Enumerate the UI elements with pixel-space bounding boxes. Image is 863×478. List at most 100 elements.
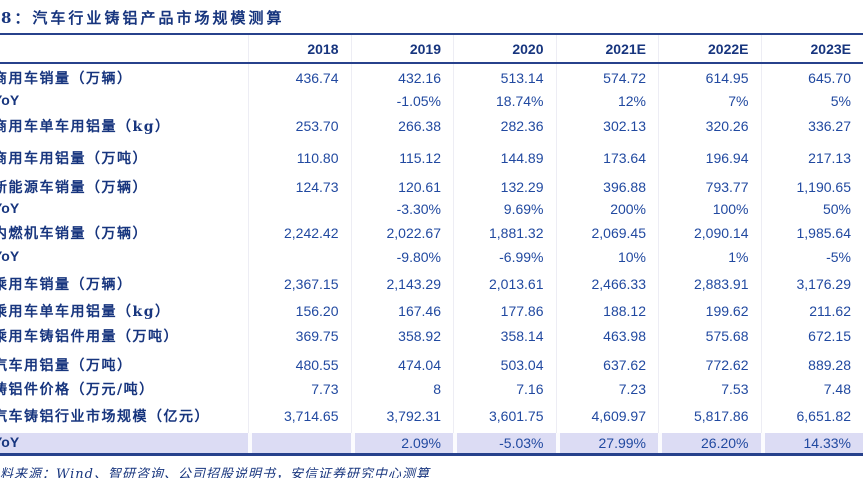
row-label-cell: YoY xyxy=(0,248,248,266)
cell-value: 2,013.61 xyxy=(453,267,556,301)
cell-value xyxy=(248,247,351,267)
year-column-header: 2023E xyxy=(760,35,863,62)
table-row: YoY -3.30%9.69%200%100%50% xyxy=(0,199,863,219)
report-table-page: 8：汽车行业铸铝产品市场规模测算 2018 2019 2020 2021E 2022E 2… xyxy=(0,7,863,478)
cell-value: -5.03% xyxy=(453,433,556,453)
cell-value: 144.89 xyxy=(453,141,556,175)
cell-value: 3,792.31 xyxy=(350,399,454,433)
row-label: 汽车铸铝行业市场规模（亿元） xyxy=(0,409,210,425)
cell-value: 672.15 xyxy=(760,321,863,351)
cell-value: 217.13 xyxy=(760,141,863,175)
cell-value: 645.70 xyxy=(760,64,863,91)
cell-value: 167.46 xyxy=(350,301,454,321)
table-row: YoY 2.09%-5.03%27.99%26.20%14.33% xyxy=(0,433,863,453)
cell-value: 513.14 xyxy=(453,64,556,91)
cell-value: 266.38 xyxy=(350,111,454,141)
cell-value: 14.33% xyxy=(760,433,863,453)
cell-value: 7.73 xyxy=(248,379,351,399)
table-row: 商用车用铝量（万吨） 110.80 115.12 144.89 173.64 196.94… xyxy=(0,141,863,175)
row-label: 商用车销量（万辆） xyxy=(0,70,133,87)
row-label-cell: 新能源车销量（万辆） xyxy=(0,177,248,197)
cell-value: 574.72 xyxy=(555,64,659,91)
row-label: YoY xyxy=(0,248,20,264)
cell-value: 2,367.15 xyxy=(248,267,351,301)
cell-value: 156.20 xyxy=(248,301,351,321)
cell-value: 358.14 xyxy=(453,321,556,351)
cell-value: 50% xyxy=(760,199,863,219)
year-column-header: 2022E xyxy=(658,35,761,62)
cell-value: 474.04 xyxy=(350,351,454,379)
cell-value: 3,601.75 xyxy=(453,399,556,433)
cell-value: 2,143.29 xyxy=(350,267,454,301)
row-label-cell: 内燃机车销量（万辆） xyxy=(0,223,248,243)
table-row: 内燃机车销量（万辆） 2,242.42 2,022.67 1,881.32 2,069.… xyxy=(0,219,863,247)
cell-value: 3,176.29 xyxy=(760,267,863,301)
cell-value: 2,242.42 xyxy=(248,219,351,247)
source-note: 料来源：Wind、智研咨询、公司招股说明书，安信证券研究中心测算 xyxy=(0,467,430,478)
header-label-spacer xyxy=(0,35,248,62)
cell-value: -6.99% xyxy=(453,247,556,267)
cell-value xyxy=(248,433,351,453)
row-label: 新能源车销量（万辆） xyxy=(0,180,148,196)
cell-value: 503.04 xyxy=(453,351,556,379)
cell-value: 7.48 xyxy=(760,379,863,399)
cell-value: -9.80% xyxy=(350,247,454,267)
row-label-cell: 商用车单车用铝量（kg） xyxy=(0,116,248,136)
cell-value xyxy=(248,91,351,111)
row-label-cell: YoY xyxy=(0,92,248,110)
row-label: 铸铝件价格（万元/吨） xyxy=(0,382,155,398)
row-label-cell: 商用车销量（万辆） xyxy=(0,68,248,88)
cell-value: 253.70 xyxy=(248,111,351,141)
year-column-header: 2020 xyxy=(453,35,556,62)
cell-value: 2,022.67 xyxy=(350,219,454,247)
table-row: YoY -9.80%-6.99%10%1%-5% xyxy=(0,247,863,267)
cell-value: 436.74 xyxy=(248,64,351,91)
cell-value: 7.23 xyxy=(555,379,659,399)
cell-value: 200% xyxy=(555,199,659,219)
cell-value: 1,190.65 xyxy=(760,175,863,199)
cell-value: 320.26 xyxy=(658,111,761,141)
cell-value: 18.74% xyxy=(453,91,556,111)
cell-value: 7.53 xyxy=(658,379,761,399)
cell-value: 124.73 xyxy=(248,175,351,199)
cell-value: 26.20% xyxy=(658,433,761,453)
cell-value: 1,985.64 xyxy=(760,219,863,247)
cell-value: 2,069.45 xyxy=(555,219,659,247)
cell-value: 463.98 xyxy=(555,321,659,351)
cell-value: 432.16 xyxy=(350,64,454,91)
cell-value: 110.80 xyxy=(248,141,351,175)
cell-value: 282.36 xyxy=(453,111,556,141)
table-row: 新能源车销量（万辆） 124.73 120.61 132.29 396.88 793.77… xyxy=(0,175,863,199)
cell-value: 575.68 xyxy=(658,321,761,351)
cell-value: 211.62 xyxy=(760,301,863,321)
cell-value: 2,466.33 xyxy=(555,267,659,301)
cell-value: 7.16 xyxy=(453,379,556,399)
cell-value: 5% xyxy=(760,91,863,111)
row-label: 内燃机车销量（万辆） xyxy=(0,226,148,242)
cell-value: 173.64 xyxy=(555,141,659,175)
table-row: 乘用车单车用铝量（kg） 156.20 167.46 177.86 188.12 199.… xyxy=(0,301,863,321)
row-label: 乘用车铸铝件用量（万吨） xyxy=(0,329,179,345)
cell-value: 772.62 xyxy=(658,351,761,379)
table-row: 汽车用铝量（万吨） 480.55 474.04 503.04 637.62 772.62 8… xyxy=(0,351,863,379)
cell-value: 12% xyxy=(555,91,659,111)
year-column-header: 2021E xyxy=(555,35,659,62)
row-label: YoY xyxy=(0,92,20,108)
row-label: 汽车用铝量（万吨） xyxy=(0,358,133,374)
cell-value: -3.30% xyxy=(350,199,454,219)
table-row: 商用车单车用铝量（kg） 253.70 266.38 282.36 302.13 320.… xyxy=(0,111,863,141)
table-row: 乘用车销量（万辆） 2,367.15 2,143.29 2,013.61 2,466.3… xyxy=(0,267,863,301)
row-label-cell: 汽车用铝量（万吨） xyxy=(0,355,248,375)
table-body: 商用车销量（万辆） 436.74 432.16 513.14 574.72 614.95 6… xyxy=(0,64,863,453)
cell-value: 196.94 xyxy=(658,141,761,175)
cell-value: 1% xyxy=(658,247,761,267)
table-title: 8：汽车行业铸铝产品市场规模测算 xyxy=(1,9,285,27)
cell-value: 177.86 xyxy=(453,301,556,321)
cell-value: -5% xyxy=(760,247,863,267)
cell-value: 27.99% xyxy=(555,433,659,453)
cell-value: 889.28 xyxy=(760,351,863,379)
table-row: 汽车铸铝行业市场规模（亿元） 3,714.65 3,792.31 3,601.75 4,… xyxy=(0,399,863,433)
cell-value: 2,090.14 xyxy=(658,219,761,247)
cell-value: 6,651.82 xyxy=(760,399,863,433)
row-label-cell: 商用车用铝量（万吨） xyxy=(0,148,248,168)
